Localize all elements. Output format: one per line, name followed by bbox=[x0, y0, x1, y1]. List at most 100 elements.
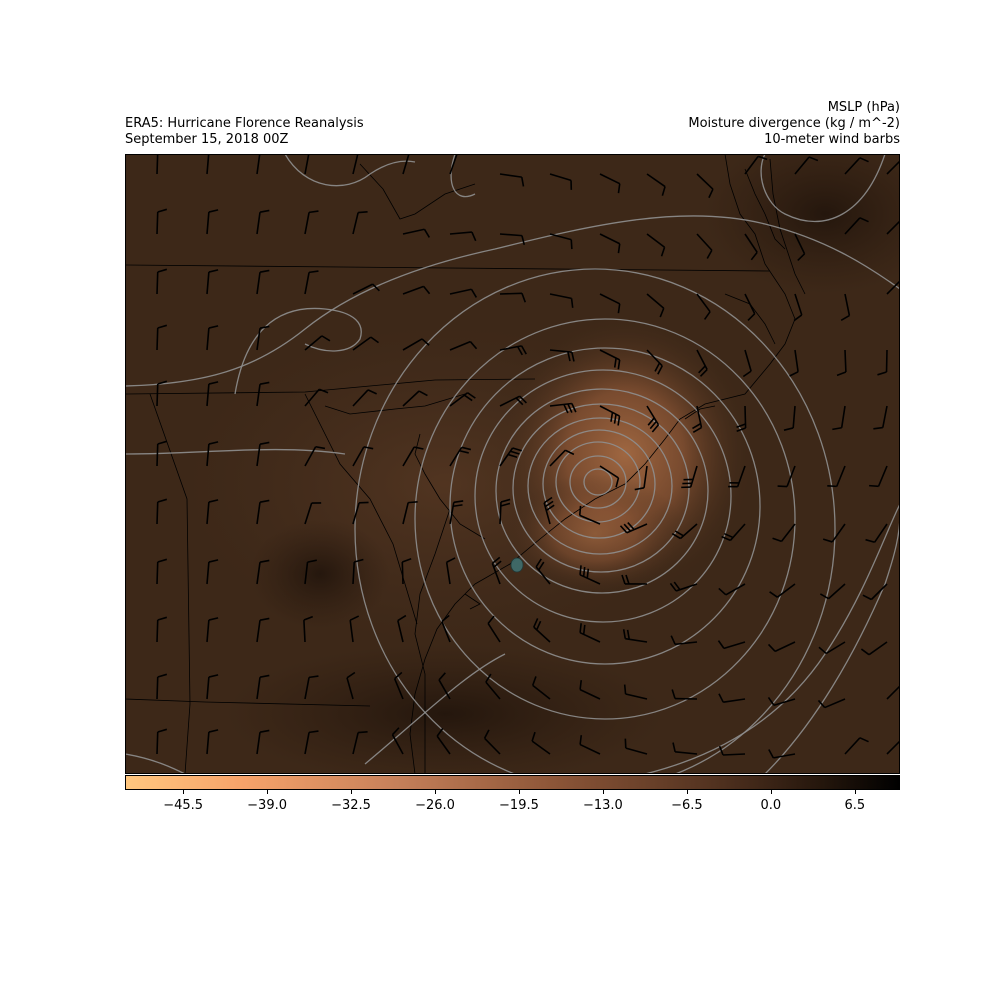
wind-barb-flag bbox=[483, 729, 490, 739]
wind-barb-staff bbox=[206, 272, 210, 295]
map-frame bbox=[125, 154, 900, 774]
wind-barb-staff bbox=[499, 173, 522, 178]
wind-barb-staff bbox=[449, 154, 458, 175]
wind-barb-flag bbox=[470, 288, 478, 298]
wind-barb-flag bbox=[259, 209, 270, 213]
wind-barb-flag bbox=[259, 559, 270, 563]
wind-barb-flag bbox=[659, 307, 665, 318]
wind-barb-staff bbox=[156, 383, 159, 407]
wind-barb-flag bbox=[718, 693, 724, 703]
wind-barb-flag bbox=[531, 731, 536, 742]
wind-barb-flag bbox=[520, 176, 525, 187]
wind-barb-flag bbox=[493, 560, 502, 568]
wind-barb-flag bbox=[819, 593, 829, 600]
wind-barb-flag bbox=[535, 558, 542, 568]
moisture-convergence-secondary bbox=[505, 474, 685, 594]
wind-barb-staff bbox=[441, 621, 451, 643]
wind-barb-flag bbox=[567, 403, 573, 413]
moisture-field-dark-northeast bbox=[705, 154, 900, 294]
wind-barb-staff bbox=[304, 388, 320, 407]
wind-barb-staff bbox=[579, 514, 601, 525]
colorbar-tick-mark bbox=[351, 790, 353, 794]
wind-barb-flag bbox=[436, 727, 444, 737]
wind-barb-staff bbox=[835, 465, 846, 487]
wind-barb-staff bbox=[352, 502, 360, 525]
map-plot bbox=[125, 154, 900, 774]
wind-barb-flag bbox=[520, 345, 527, 355]
colorbar-tick-mark bbox=[602, 790, 604, 794]
wind-barb-flag bbox=[634, 487, 645, 491]
wind-barb-staff bbox=[256, 562, 261, 585]
wind-barb-staff bbox=[156, 327, 159, 351]
wind-barb-flag bbox=[617, 359, 621, 370]
wind-barb-staff bbox=[156, 211, 159, 235]
wind-barb-staff bbox=[643, 465, 648, 488]
wind-barb-staff bbox=[825, 641, 846, 655]
wind-barb-flag bbox=[157, 616, 168, 621]
wind-barb-staff bbox=[792, 405, 796, 428]
wind-barb-staff bbox=[774, 641, 796, 653]
wind-barb-staff bbox=[449, 340, 471, 351]
title-barbs: 10-meter wind barbs bbox=[764, 132, 900, 147]
wind-barb-staff bbox=[304, 732, 310, 755]
wind-barb-flag bbox=[768, 749, 775, 759]
wind-barb-staff bbox=[449, 288, 472, 295]
wind-barb-flag bbox=[208, 209, 219, 213]
wind-barb-staff bbox=[532, 684, 551, 700]
wind-barb-staff bbox=[725, 583, 746, 596]
wind-barb-staff bbox=[393, 678, 404, 700]
wind-barb-flag bbox=[661, 186, 666, 196]
wind-barb-flag bbox=[452, 504, 463, 508]
wind-barb-staff bbox=[156, 676, 159, 700]
wind-barb-flag bbox=[747, 313, 756, 321]
colorbar-frame bbox=[125, 775, 900, 790]
wind-barb-staff bbox=[304, 677, 310, 700]
wind-barb-flag bbox=[649, 420, 657, 430]
wind-barb-flag bbox=[617, 303, 621, 314]
wind-barb-staff bbox=[831, 523, 846, 543]
wind-barb-flag bbox=[772, 537, 782, 543]
wind-barb-flag bbox=[669, 582, 677, 592]
wind-barb-flag bbox=[706, 249, 713, 259]
wind-barb-flag bbox=[723, 532, 734, 539]
wind-barb-staff bbox=[304, 335, 323, 351]
wind-barb-flag bbox=[564, 449, 575, 456]
wind-barb-staff bbox=[402, 502, 409, 525]
wind-barb-staff bbox=[824, 698, 846, 709]
wind-barb-flag bbox=[208, 559, 219, 563]
wind-barbs bbox=[156, 154, 900, 759]
wind-barb-flag bbox=[259, 617, 270, 621]
wind-barb-flag bbox=[303, 615, 314, 621]
colorbar bbox=[125, 775, 900, 790]
wind-barb-staff bbox=[487, 623, 501, 643]
wind-barb-flag bbox=[617, 183, 621, 194]
state-boundaries bbox=[125, 163, 771, 774]
wind-barb-flag bbox=[767, 643, 776, 652]
wind-barb-flag bbox=[579, 565, 582, 575]
wind-barb-flag bbox=[654, 362, 661, 372]
wind-barb-flag bbox=[315, 445, 326, 450]
wind-barb-staff bbox=[206, 562, 210, 585]
colorbar-tick-mark bbox=[435, 790, 436, 794]
wind-barb-staff bbox=[156, 731, 159, 755]
title-date: September 15, 2018 00Z bbox=[125, 132, 289, 147]
wind-barb-flag bbox=[859, 737, 869, 743]
wind-barb-flag bbox=[259, 269, 270, 273]
wind-barb-flag bbox=[537, 561, 545, 571]
wind-barb-flag bbox=[423, 228, 431, 238]
wind-barb-flag bbox=[873, 426, 883, 430]
wind-barb-flag bbox=[259, 729, 270, 733]
wind-barb-flag bbox=[619, 525, 628, 534]
wind-barb-flag bbox=[859, 157, 869, 163]
wind-barb-staff bbox=[696, 233, 713, 251]
wind-barb-flag bbox=[789, 371, 799, 377]
wind-barb-flag bbox=[692, 422, 702, 430]
wind-barb-staff bbox=[485, 681, 501, 700]
wind-barb-staff bbox=[445, 562, 451, 585]
wind-barb-staff bbox=[391, 734, 404, 755]
wind-barb-flag bbox=[832, 426, 842, 431]
wind-barb-staff bbox=[436, 735, 451, 755]
wind-barb-staff bbox=[401, 561, 404, 585]
wind-barb-flag bbox=[402, 557, 412, 563]
wind-barb-staff bbox=[206, 154, 210, 175]
